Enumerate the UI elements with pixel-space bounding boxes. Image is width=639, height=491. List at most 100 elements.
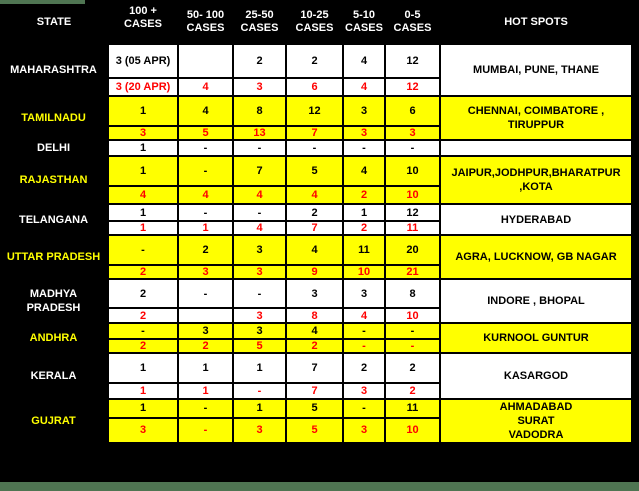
cases-cell: -: [232, 278, 287, 309]
state-name-andhra: ANDHRA: [0, 323, 108, 353]
state-name-kerala: KERALA: [0, 353, 108, 399]
cases-cell: 7: [285, 352, 344, 384]
cases-cell: 1: [107, 139, 179, 157]
cases-cell: 7: [232, 155, 287, 187]
cases-cell: 4: [285, 234, 344, 266]
cases-cell: 3: [342, 278, 386, 309]
state-row: MADHYA PRADESH 2 - - 3 3 8 INDORE , BHOP…: [0, 278, 633, 324]
cases-cell: -: [285, 139, 344, 157]
cases-cell: 1: [342, 203, 386, 222]
state-row: TELANGANA 1 - - 2 1 12 HYDERABAD: [0, 203, 633, 236]
cases-cell: 6: [285, 77, 344, 97]
cases-cell: 4: [342, 307, 386, 324]
cases-cell: 3: [342, 125, 386, 141]
cases-cell: -: [107, 234, 179, 266]
header-row: STATE 100 + CASES 50- 100 CASES 25-50 CA…: [0, 0, 632, 44]
cases-cell: -: [177, 278, 234, 309]
cases-cell: 20: [384, 234, 441, 266]
hotspot-gujrat: AHMADABAD SURAT VADODRA: [439, 398, 633, 444]
cases-cell: 1: [107, 382, 179, 400]
state-row-update: 1 1 - 7 3 2: [0, 382, 632, 400]
col-header-state: STATE: [0, 0, 108, 44]
cases-cell: 1: [107, 203, 179, 222]
cases-cell: 10: [342, 264, 386, 280]
col-header-100plus: 100 + CASES: [108, 0, 178, 44]
cases-cell: -: [177, 416, 234, 445]
cases-cell: 11: [384, 220, 441, 236]
cases-cell: 3: [177, 322, 234, 340]
green-accent-bottom: [0, 482, 639, 491]
hotspot-andhra: KURNOOL GUNTUR: [439, 322, 633, 354]
cases-cell: 4: [232, 220, 287, 236]
state-row: RAJASTHAN 1 - 7 5 4 10 JAIPUR,JODHPUR,BH…: [0, 155, 633, 205]
state-name-tamilnadu: TAMILNADU: [0, 96, 108, 140]
cases-cell: 9: [285, 264, 344, 280]
cases-cell: 1: [232, 398, 287, 419]
cases-cell: 10: [384, 185, 441, 205]
cases-cell: -: [384, 338, 441, 354]
cases-cell: 11: [342, 234, 386, 266]
col-header-50-100: 50- 100 CASES: [178, 0, 233, 44]
cases-cell: 1: [107, 398, 179, 419]
green-accent-top: [0, 0, 85, 4]
cases-cell: 4: [232, 185, 287, 205]
cases-cell: 12: [285, 95, 344, 127]
cases-cell: 4: [285, 185, 344, 205]
cases-cell: 1: [107, 155, 179, 187]
state-row: KERALA 1 1 1 7 2 2 KASARGOD: [0, 352, 633, 400]
cases-cell: 5: [285, 398, 344, 419]
state-row: DELHI 1 - - - - -: [0, 139, 633, 157]
cases-cell: 10: [384, 416, 441, 445]
cases-cell: 5: [285, 155, 344, 187]
cases-cell: -: [232, 139, 287, 157]
cases-cell: [177, 43, 234, 79]
cases-cell: 1: [107, 352, 179, 384]
hotspot-rajasthan: JAIPUR,JODHPUR,BHARATPUR ,KOTA: [439, 155, 633, 205]
cases-cell: 7: [285, 382, 344, 400]
cases-cell: 2: [342, 352, 386, 384]
cases-cell: 3: [232, 234, 287, 266]
hotspot-uttar-pradesh: AGRA, LUCKNOW, GB NAGAR: [439, 234, 633, 280]
state-name-maharashtra: MAHARASHTRA: [0, 44, 108, 96]
cases-cell: 5: [177, 125, 234, 141]
cases-cell: 3: [342, 382, 386, 400]
cases-cell: 12: [384, 203, 441, 222]
cases-cell: 8: [232, 95, 287, 127]
cases-cell: 4: [177, 77, 234, 97]
cases-cell: -: [342, 139, 386, 157]
col-header-25-50: 25-50 CASES: [233, 0, 286, 44]
col-header-5-10: 5-10 CASES: [343, 0, 385, 44]
state-row-update: 2 3 8 4 10: [0, 307, 632, 324]
cases-cell: 4: [285, 322, 344, 340]
cases-cell: 2: [107, 338, 179, 354]
cases-cell: -: [384, 139, 441, 157]
cases-cell: 6: [384, 95, 441, 127]
cases-cell: -: [107, 322, 179, 340]
state-name-gujrat: GUJRAT: [0, 399, 108, 443]
cases-cell: 21: [384, 264, 441, 280]
hotspot-telangana: HYDERABAD: [439, 203, 633, 236]
state-row: GUJRAT 1 - 1 5 - 11 AHMADABAD SURAT VADO…: [0, 398, 633, 444]
cases-cell: 2: [384, 382, 441, 400]
cases-cell: 2: [285, 43, 344, 79]
cases-cell: -: [342, 322, 386, 340]
cases-cell: -: [232, 203, 287, 222]
cases-cell: 7: [285, 125, 344, 141]
cases-cell: 1: [107, 220, 179, 236]
cases-cell: 3 (05 APR): [107, 43, 179, 79]
cases-cell: 4: [342, 155, 386, 187]
cases-cell: 12: [384, 77, 441, 97]
cases-cell: 12: [384, 43, 441, 79]
cases-cell: 2: [177, 234, 234, 266]
cases-cell: 3: [384, 125, 441, 141]
cases-cell: 3 (20 APR): [107, 77, 179, 97]
state-row-update: 3 - 3 5 3 10: [0, 416, 632, 445]
cases-cell: 3: [232, 307, 287, 324]
hotspot-maharashtra: MUMBAI, PUNE, THANE: [439, 43, 633, 97]
cases-cell: 10: [384, 307, 441, 324]
state-row-update: 2 2 5 2 - -: [0, 338, 632, 354]
cases-cell: 1: [107, 95, 179, 127]
cases-cell: -: [232, 382, 287, 400]
cases-cell: 5: [285, 416, 344, 445]
